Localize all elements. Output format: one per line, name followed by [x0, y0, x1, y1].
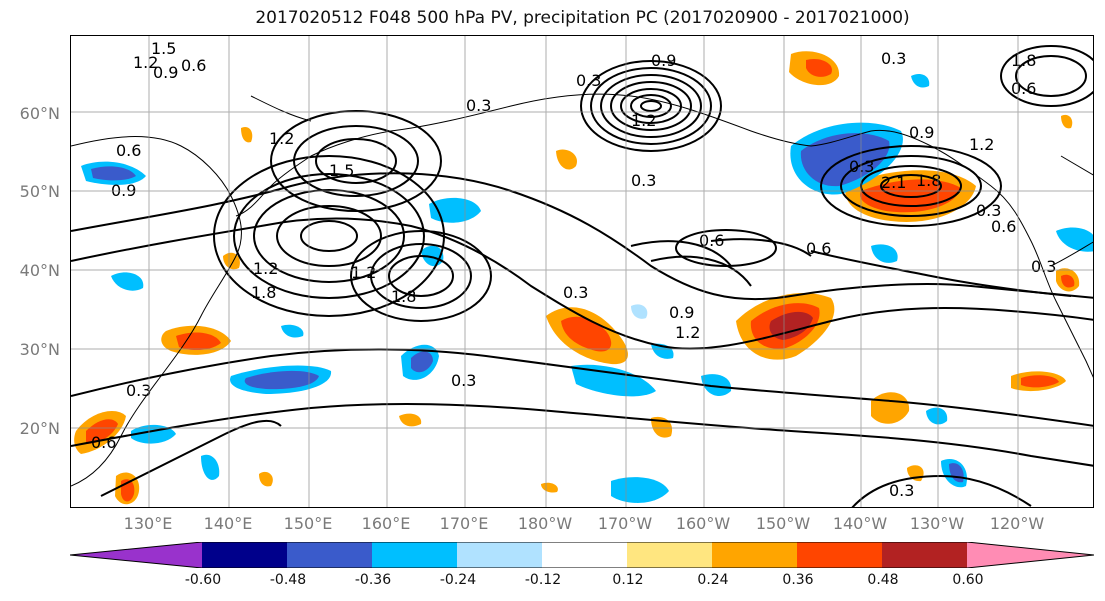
contour-label: 1.2 — [351, 263, 376, 282]
lon-label-150e: 150°E — [283, 514, 333, 533]
pv-contours — [71, 172, 1093, 507]
contour-label: 0.3 — [881, 49, 906, 68]
contour-label: 1.8 — [916, 171, 941, 190]
contour-label: 0.6 — [91, 433, 116, 452]
gridlines — [71, 36, 1093, 507]
contour-label: 0.3 — [1031, 257, 1056, 276]
contour-label: 1.5 — [151, 39, 176, 58]
precip-positive-shading — [74, 51, 1080, 505]
colorbar-tick: 0.36 — [782, 572, 814, 588]
map-canvas: 1.5 1.2 0.9 0.6 0.3 0.6 0.3 1.2 1.5 0.9 … — [71, 36, 1093, 507]
lon-label-160e: 160°E — [361, 514, 411, 533]
contour-label: 1.8 — [251, 283, 276, 302]
contour-label: 0.3 — [976, 201, 1001, 220]
colorbar-tick: 0.12 — [612, 572, 644, 588]
contour-label: 0.9 — [909, 123, 934, 142]
colorbar-tick: -0.24 — [439, 572, 477, 588]
colorbar-segment — [372, 542, 457, 568]
colorbar-segment — [70, 542, 202, 568]
contour-label: 0.3 — [849, 157, 874, 176]
lat-label-40n: 40°N — [19, 261, 60, 280]
colorbar-segment — [542, 542, 627, 568]
contour-label: 0.9 — [651, 51, 676, 70]
contour-label: 1.2 — [133, 53, 158, 72]
contour-label: 1.2 — [269, 129, 294, 148]
colorbar-tick: -0.36 — [354, 572, 392, 588]
contour-label: 0.9 — [669, 303, 694, 322]
contour-label: 0.3 — [889, 481, 914, 500]
colorbar-tick: 0.24 — [697, 572, 729, 588]
map-title: 2017020512 F048 500 hPa PV, precipitatio… — [255, 8, 910, 28]
contour-label: 1.5 — [329, 161, 354, 180]
lon-label-140e: 140°E — [203, 514, 253, 533]
colorbar-segment — [457, 542, 542, 568]
lon-label-170w: 170°W — [597, 514, 653, 533]
lat-label-30n: 30°N — [19, 340, 60, 359]
lon-label-150w: 150°W — [755, 514, 811, 533]
lon-label-130e: 130°E — [123, 514, 173, 533]
colorbar-tick: -0.48 — [269, 572, 307, 588]
colorbar-tick: -0.60 — [184, 572, 222, 588]
colorbar-segment — [712, 542, 797, 568]
lon-label-180w: 180°W — [517, 514, 573, 533]
colorbar — [70, 542, 1094, 568]
contour-label: 1.8 — [391, 287, 416, 306]
contour-label: 0.6 — [699, 231, 724, 250]
map-panel: 1.5 1.2 0.9 0.6 0.3 0.6 0.3 1.2 1.5 0.9 … — [70, 35, 1094, 508]
contour-label: 0.3 — [631, 171, 656, 190]
contour-label: 1.8 — [1011, 51, 1036, 70]
lon-label-170e: 170°E — [439, 514, 489, 533]
lat-label-20n: 20°N — [19, 419, 60, 438]
colorbar-segment — [627, 542, 712, 568]
lat-label-60n: 60°N — [19, 104, 60, 123]
contour-label: 0.3 — [451, 371, 476, 390]
contour-label: 0.3 — [126, 381, 151, 400]
contour-label: 0.3 — [576, 71, 601, 90]
lon-label-140w: 140°W — [832, 514, 888, 533]
colorbar-segment — [882, 542, 967, 568]
precip-negative-shading — [81, 74, 1093, 503]
contour-label: 0.9 — [153, 63, 178, 82]
colorbar-tick: 0.60 — [952, 572, 984, 588]
colorbar-segment — [797, 542, 882, 568]
contour-label: 0.6 — [116, 141, 141, 160]
lon-label-130w: 130°W — [909, 514, 965, 533]
contour-label-group: 1.5 1.2 0.9 0.6 0.3 0.6 0.3 1.2 1.5 0.9 … — [91, 39, 1056, 500]
contour-label: 1.2 — [675, 323, 700, 342]
colorbar-segment — [967, 542, 1094, 568]
contour-label: 1.2 — [253, 259, 278, 278]
contour-label: 0.6 — [1011, 79, 1036, 98]
contour-label: 0.3 — [466, 96, 491, 115]
coastlines — [71, 93, 1093, 487]
contour-label: 0.3 — [563, 283, 588, 302]
colorbar-segment — [287, 542, 372, 568]
contour-label: 1.2 — [631, 111, 656, 130]
contour-label: 2.1 — [881, 173, 906, 192]
colorbar-segment — [202, 542, 287, 568]
lon-label-160w: 160°W — [675, 514, 731, 533]
colorbar-tick: 0.48 — [867, 572, 899, 588]
contour-label: 1.2 — [969, 135, 994, 154]
lon-label-120w: 120°W — [989, 514, 1045, 533]
contour-label: 0.6 — [181, 56, 206, 75]
lat-label-50n: 50°N — [19, 182, 60, 201]
colorbar-tick: -0.12 — [524, 572, 562, 588]
contour-label: 0.6 — [806, 239, 831, 258]
contour-label: 0.6 — [991, 217, 1016, 236]
